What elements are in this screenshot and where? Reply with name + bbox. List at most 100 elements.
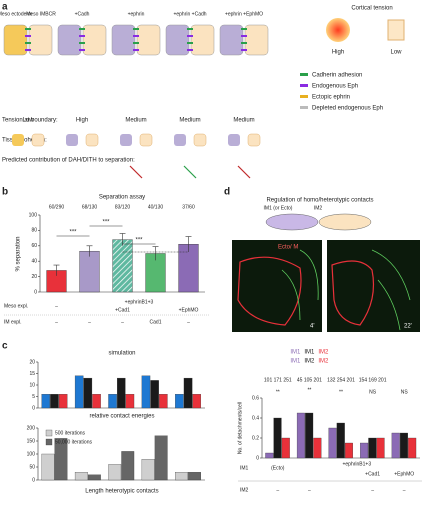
- y-tick-label: 0: [32, 477, 35, 483]
- bar: [117, 377, 126, 409]
- cell-label: IM2: [314, 205, 323, 211]
- tissue-right: [28, 24, 53, 56]
- y-tick-label: 60: [31, 243, 37, 249]
- row-cell: –: [276, 487, 279, 493]
- adhesion: [79, 42, 85, 44]
- count-label: 154 169 201: [359, 377, 387, 383]
- tissue-label: Meso ectoderm: [0, 11, 32, 17]
- tissue-right: [190, 24, 215, 56]
- row-label: Meso expl.: [4, 303, 28, 309]
- header-label: IM2: [318, 359, 329, 365]
- row-cell: +ephrinB1+3: [125, 299, 154, 305]
- adhesion: [79, 28, 85, 30]
- contribution-arrow: [183, 165, 197, 179]
- tissue-left: [111, 24, 136, 56]
- bar: [41, 453, 55, 481]
- y-tick-label: 20: [31, 274, 37, 280]
- legend-label: Depleted endogenous Eph: [312, 106, 383, 112]
- bar: [376, 437, 385, 459]
- row-label: IM expl.: [4, 319, 22, 325]
- panel-letter: b: [2, 187, 8, 198]
- row-cell: (Ecto): [271, 465, 285, 471]
- adhesion: [133, 35, 139, 37]
- bar: [112, 239, 133, 293]
- tension-value: High: [76, 118, 88, 124]
- panel-letter: d: [224, 187, 230, 198]
- cell-outline: [237, 256, 302, 326]
- bar: [408, 437, 417, 459]
- header-label: IM1: [304, 350, 315, 356]
- tissue-label: +ephrin +Cadh: [173, 11, 206, 17]
- count-label: 60/290: [49, 204, 65, 210]
- count-label: 37/60: [182, 204, 195, 210]
- cohesion-left: [12, 134, 24, 146]
- y-tick-label: 100: [29, 212, 38, 218]
- bar: [150, 380, 159, 409]
- bar: [54, 438, 68, 481]
- bar: [183, 377, 193, 409]
- y-tick-label: 0: [34, 289, 37, 295]
- contribution-arrow: [237, 165, 251, 179]
- adhesion: [25, 28, 31, 30]
- bar: [83, 377, 93, 409]
- row-cell: –: [55, 303, 58, 309]
- row-cell: –: [88, 319, 91, 325]
- significance: **: [307, 387, 311, 393]
- significance: **: [276, 389, 280, 395]
- adhesion: [79, 49, 85, 51]
- y-tick-label: 200: [27, 425, 36, 431]
- cohesion-right: [139, 133, 153, 147]
- legend-label: Endogenous Eph: [312, 84, 358, 90]
- bar: [141, 375, 151, 409]
- y-tick-label: 150: [27, 438, 36, 444]
- adhesion: [187, 42, 193, 44]
- cell-label: IM1 (or Ecto): [264, 205, 293, 211]
- header-label: IM2: [318, 350, 329, 356]
- row-cell: +Cad1: [115, 307, 130, 313]
- bar: [108, 464, 122, 481]
- cohesion-left: [120, 134, 132, 146]
- tissue-left: [165, 24, 190, 56]
- row-cell: Cad1: [150, 319, 162, 325]
- adhesion: [241, 42, 247, 44]
- row-cell: –: [403, 487, 406, 493]
- row-label: IM2: [240, 487, 249, 493]
- y-tick-label: 0.2: [252, 435, 259, 441]
- y-tick-label: 50: [29, 464, 35, 470]
- cohesion-right: [247, 133, 261, 147]
- significance: ***: [69, 230, 77, 236]
- bar: [265, 452, 274, 459]
- row-cell: –: [121, 319, 124, 325]
- bar: [360, 442, 369, 459]
- bar: [159, 394, 168, 409]
- row-cell: –: [187, 319, 190, 325]
- tissue-right: [136, 24, 161, 56]
- significance: ***: [135, 238, 143, 244]
- bar: [296, 412, 305, 459]
- legend-swatch: [45, 438, 53, 446]
- y-tick-label: 5: [32, 394, 35, 400]
- bar: [273, 417, 282, 459]
- significance: **: [339, 389, 343, 395]
- y-tick-label: 0: [32, 405, 35, 411]
- cortical-low: Low: [390, 50, 402, 56]
- cortical-title: Cortical tension: [351, 6, 392, 12]
- bar: [141, 459, 155, 481]
- bar: [305, 412, 314, 459]
- y-axis-label: % separation: [16, 236, 22, 271]
- row-cell: –: [55, 319, 58, 325]
- y-tick-label: 0.4: [252, 415, 259, 421]
- row-cell: +Cad1: [365, 471, 380, 477]
- bar: [74, 375, 84, 409]
- legend-swatch: [300, 73, 308, 76]
- y-tick-label: 10: [29, 382, 35, 388]
- bar: [125, 394, 135, 409]
- cohesion-right: [193, 133, 207, 147]
- row-label: Tension at boundary:: [2, 118, 58, 124]
- bar: [87, 474, 101, 481]
- significance: NS: [401, 389, 409, 395]
- bar: [313, 437, 322, 459]
- count-label: 132 254 201: [327, 377, 355, 383]
- row-label: IM1: [240, 465, 249, 471]
